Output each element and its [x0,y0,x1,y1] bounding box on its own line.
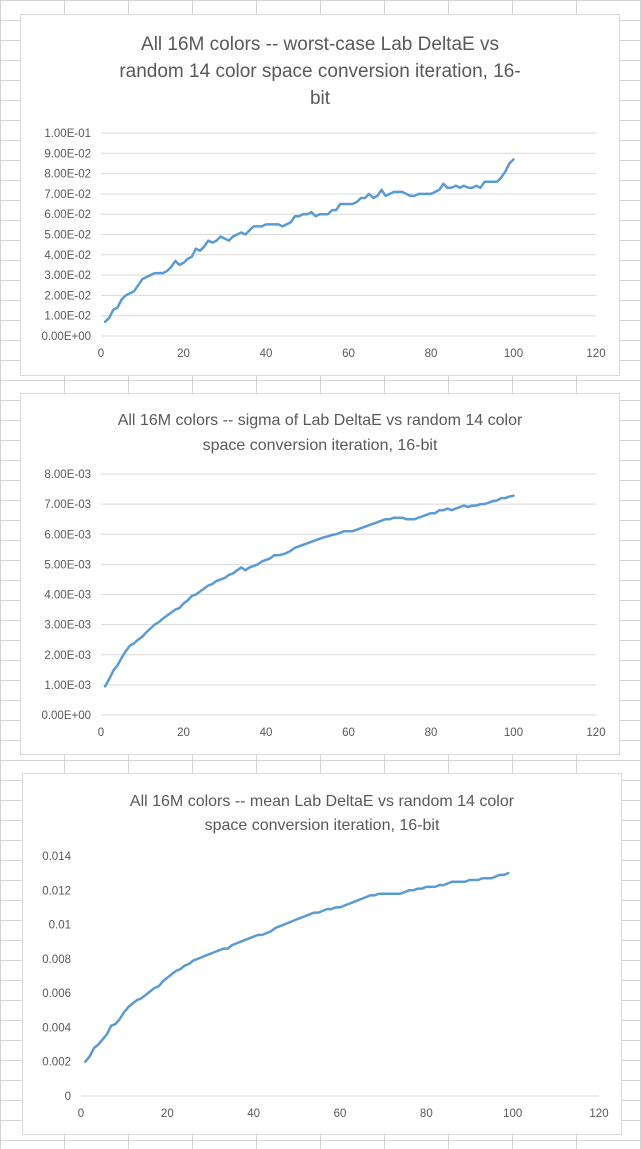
x-tick-label: 100 [503,1108,522,1120]
series-line [103,494,515,688]
x-tick-label: 40 [260,727,273,739]
x-tick-label: 100 [504,727,523,739]
x-tick-label: 60 [342,727,355,739]
y-tick-label: 2.00E-02 [44,290,91,302]
y-tick-label: 0.002 [42,1057,71,1069]
plot-area: 0.00E+00 1.00E-03 2.00E-03 3.00E-03 4.00E-03… [41,469,605,739]
x-tick-label: 0 [78,1108,84,1120]
y-tick-label: 1.00E-02 [44,311,91,323]
x-tick-label: 120 [589,1108,608,1120]
y-tick-label: 4.00E-03 [44,590,91,602]
x-tick-label: 0 [98,727,104,739]
y-tick-label: 6.00E-02 [44,209,91,221]
x-tick-label: 20 [177,727,190,739]
y-tick-label: 1.00E-03 [44,680,91,692]
y-tick-label: 0.004 [42,1022,71,1034]
chart-sigma: All 16M colors -- sigma of Lab DeltaE vs… [20,393,620,755]
y-tick-label: 3.00E-03 [44,620,91,632]
title-line: All 16M colors -- mean Lab DeltaE vs ran… [129,793,515,810]
y-tick-label: 0.00E+00 [41,710,91,722]
chart-title: All 16M colors -- sigma of Lab DeltaE vs… [31,408,609,458]
series-line [103,158,515,324]
y-tick-label: 0.012 [42,885,71,897]
x-tick-label: 40 [260,348,273,360]
x-tick-label: 60 [342,348,355,360]
x-tick-label: 20 [161,1108,174,1120]
y-tick-label: 5.00E-03 [44,559,91,571]
chart-worst-case: All 16M colors -- worst-case Lab DeltaE … [20,14,620,376]
x-tick-label: 40 [247,1108,260,1120]
y-tick-label: 0 [65,1091,71,1103]
y-tick-label: 0.00E+00 [41,331,91,343]
title-line: bit [309,88,331,109]
chart-title: All 16M colors -- mean Lab DeltaE vs ran… [33,790,611,838]
x-tick-label: 80 [420,1108,433,1120]
series-line [84,871,510,1063]
x-tick-label: 80 [425,348,438,360]
y-tick-label: 7.00E-02 [44,189,91,201]
plot-area: 0 0.002 0.004 0.006 0.008 0.01 0.012 0.014 0 20 40… [42,851,608,1120]
x-tick-label: 0 [98,348,104,360]
y-tick-label: 6.00E-03 [44,529,91,541]
y-tick-label: 0.014 [42,851,71,863]
y-tick-label: 8.00E-03 [44,469,91,481]
y-tick-label: 5.00E-02 [44,230,91,242]
x-tick-label: 100 [504,348,523,360]
plot-area: 0.00E+00 1.00E-02 2.00E-02 3.00E-02 4.00E-02… [41,128,605,360]
title-line: space conversion iteration, 16-bit [202,437,438,454]
title-line: All 16M colors -- sigma of Lab DeltaE vs… [117,412,523,429]
y-tick-label: 9.00E-02 [44,148,91,160]
y-tick-label: 0.008 [42,954,71,966]
y-tick-label: 0.01 [49,920,71,932]
chart-mean: All 16M colors -- mean Lab DeltaE vs ran… [22,773,622,1135]
y-tick-label: 7.00E-03 [44,499,91,511]
title-line: random 14 color space conversion iterati… [119,61,521,82]
x-tick-label: 120 [586,727,605,739]
x-tick-label: 20 [177,348,190,360]
y-tick-label: 1.00E-01 [44,128,91,140]
y-tick-label: 4.00E-02 [44,250,91,262]
x-tick-label: 60 [334,1108,347,1120]
y-tick-label: 0.006 [42,988,71,1000]
x-tick-label: 120 [586,348,605,360]
title-line: space conversion iteration, 16-bit [204,817,440,834]
y-tick-label: 8.00E-02 [44,169,91,181]
title-line: All 16M colors -- worst-case Lab DeltaE … [141,34,499,55]
x-tick-label: 80 [425,727,438,739]
chart-title: All 16M colors -- worst-case Lab DeltaE … [31,31,609,112]
y-tick-label: 3.00E-02 [44,270,91,282]
y-tick-label: 2.00E-03 [44,650,91,662]
